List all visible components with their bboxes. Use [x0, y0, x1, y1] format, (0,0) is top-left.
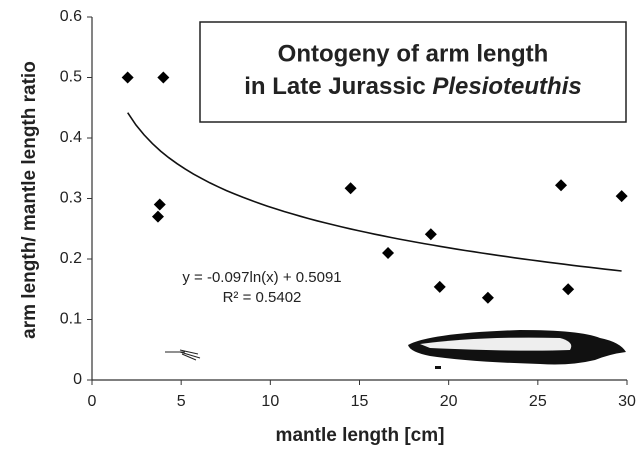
data-point [152, 211, 164, 223]
x-tick-label: 0 [88, 393, 97, 410]
chart-title-part: in Late Jurassic [244, 73, 425, 100]
x-tick-label: 25 [529, 393, 547, 410]
y-tick-label: 0 [73, 371, 82, 388]
x-axis-label: mantle length [cm] [276, 425, 445, 446]
y-tick-label: 0.4 [60, 129, 82, 146]
data-point [382, 247, 394, 259]
title-box [200, 22, 626, 122]
y-tick-label: 0.3 [60, 190, 82, 207]
data-point [555, 179, 567, 191]
chart-title-italic: Plesioteuthis [432, 73, 581, 100]
chart-title: in Late Jurassic Plesioteuthis [244, 73, 581, 100]
x-tick-label: 20 [440, 393, 458, 410]
y-axis-label: arm length/ mantle length ratio [19, 61, 40, 339]
data-point [562, 283, 574, 295]
large-squid-icon [408, 330, 626, 369]
y-tick-label: 0.5 [60, 69, 82, 86]
data-point [157, 72, 169, 84]
data-point [482, 292, 494, 304]
trend-r2: R² = 0.5402 [223, 289, 302, 306]
data-point [616, 190, 628, 202]
data-point [154, 199, 166, 211]
x-tick-label: 15 [351, 393, 369, 410]
data-point [425, 228, 437, 240]
y-tick-label: 0.2 [60, 250, 82, 267]
small-squid-icon [165, 350, 200, 360]
x-tick-label: 5 [177, 393, 186, 410]
y-tick-label: 0.6 [60, 8, 82, 25]
trend-equation: y = -0.097ln(x) + 0.5091 [182, 269, 341, 286]
chart-title: Ontogeny of arm length [278, 40, 549, 67]
chart: Ontogeny of arm length in Late Jurassic … [0, 0, 638, 450]
data-point [345, 182, 357, 194]
y-tick-label: 0.1 [60, 311, 82, 328]
data-point [122, 72, 134, 84]
x-tick-label: 30 [618, 393, 636, 410]
x-tick-label: 10 [261, 393, 279, 410]
data-point [434, 281, 446, 293]
trend-line [128, 113, 622, 271]
